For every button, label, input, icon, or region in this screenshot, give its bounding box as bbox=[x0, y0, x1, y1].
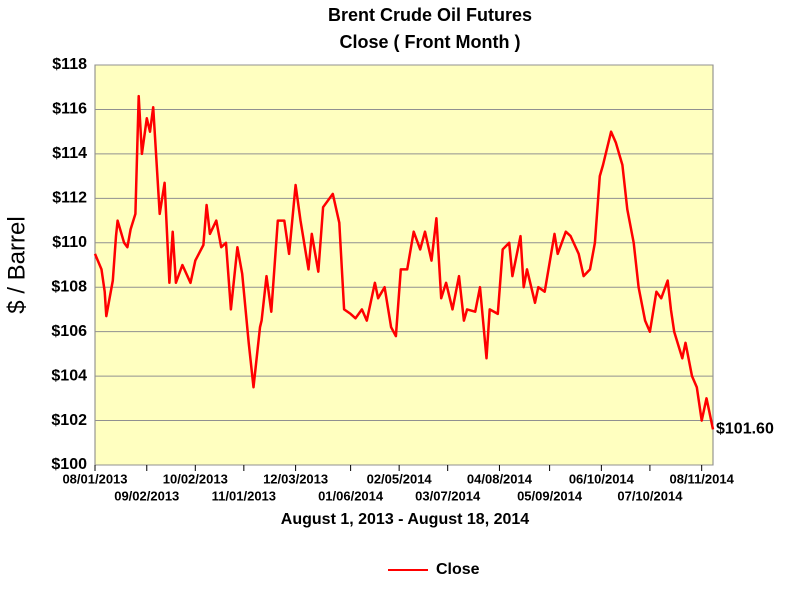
y-tick-label: $112 bbox=[52, 190, 87, 207]
x-tick-label: 03/07/2014 bbox=[415, 488, 481, 503]
x-tick-label: 07/10/2014 bbox=[617, 488, 683, 503]
y-axis-label: $ / Barrel bbox=[3, 216, 30, 313]
chart-title: Brent Crude Oil Futures bbox=[328, 5, 532, 25]
x-tick-label: 08/01/2013 bbox=[62, 471, 127, 486]
y-tick-label: $118 bbox=[52, 56, 87, 73]
plot-area bbox=[94, 64, 714, 466]
y-tick-label: $100 bbox=[51, 456, 87, 473]
x-tick-label: 04/08/2014 bbox=[467, 471, 533, 486]
x-tick-label: 05/09/2014 bbox=[517, 488, 583, 503]
x-tick-label: 12/03/2013 bbox=[263, 471, 328, 486]
line-series bbox=[93, 94, 715, 430]
y-tick-label: $108 bbox=[51, 278, 87, 295]
data-label: $101.60 bbox=[716, 421, 774, 438]
y-tick-label: $116 bbox=[52, 101, 87, 118]
x-tick-label: 02/05/2014 bbox=[367, 471, 433, 486]
chart-subtitle: Close ( Front Month ) bbox=[340, 32, 521, 52]
y-tick-label: $104 bbox=[51, 367, 87, 384]
x-axis-label: August 1, 2013 - August 18, 2014 bbox=[281, 511, 529, 528]
y-tick-label: $102 bbox=[51, 412, 87, 429]
x-tick-label: 01/06/2014 bbox=[318, 488, 384, 503]
x-tick-label: 06/10/2014 bbox=[569, 471, 635, 486]
x-tick-label: 10/02/2013 bbox=[163, 471, 228, 486]
x-tick-label: 11/01/2013 bbox=[212, 488, 276, 503]
x-tick-label: 09/02/2013 bbox=[114, 488, 179, 503]
legend-label: Close bbox=[436, 561, 480, 578]
y-tick-label: $106 bbox=[51, 323, 87, 340]
x-tick-label: 08/11/2014 bbox=[669, 471, 734, 486]
y-tick-label: $114 bbox=[52, 145, 87, 162]
y-tick-label: $110 bbox=[52, 234, 87, 251]
